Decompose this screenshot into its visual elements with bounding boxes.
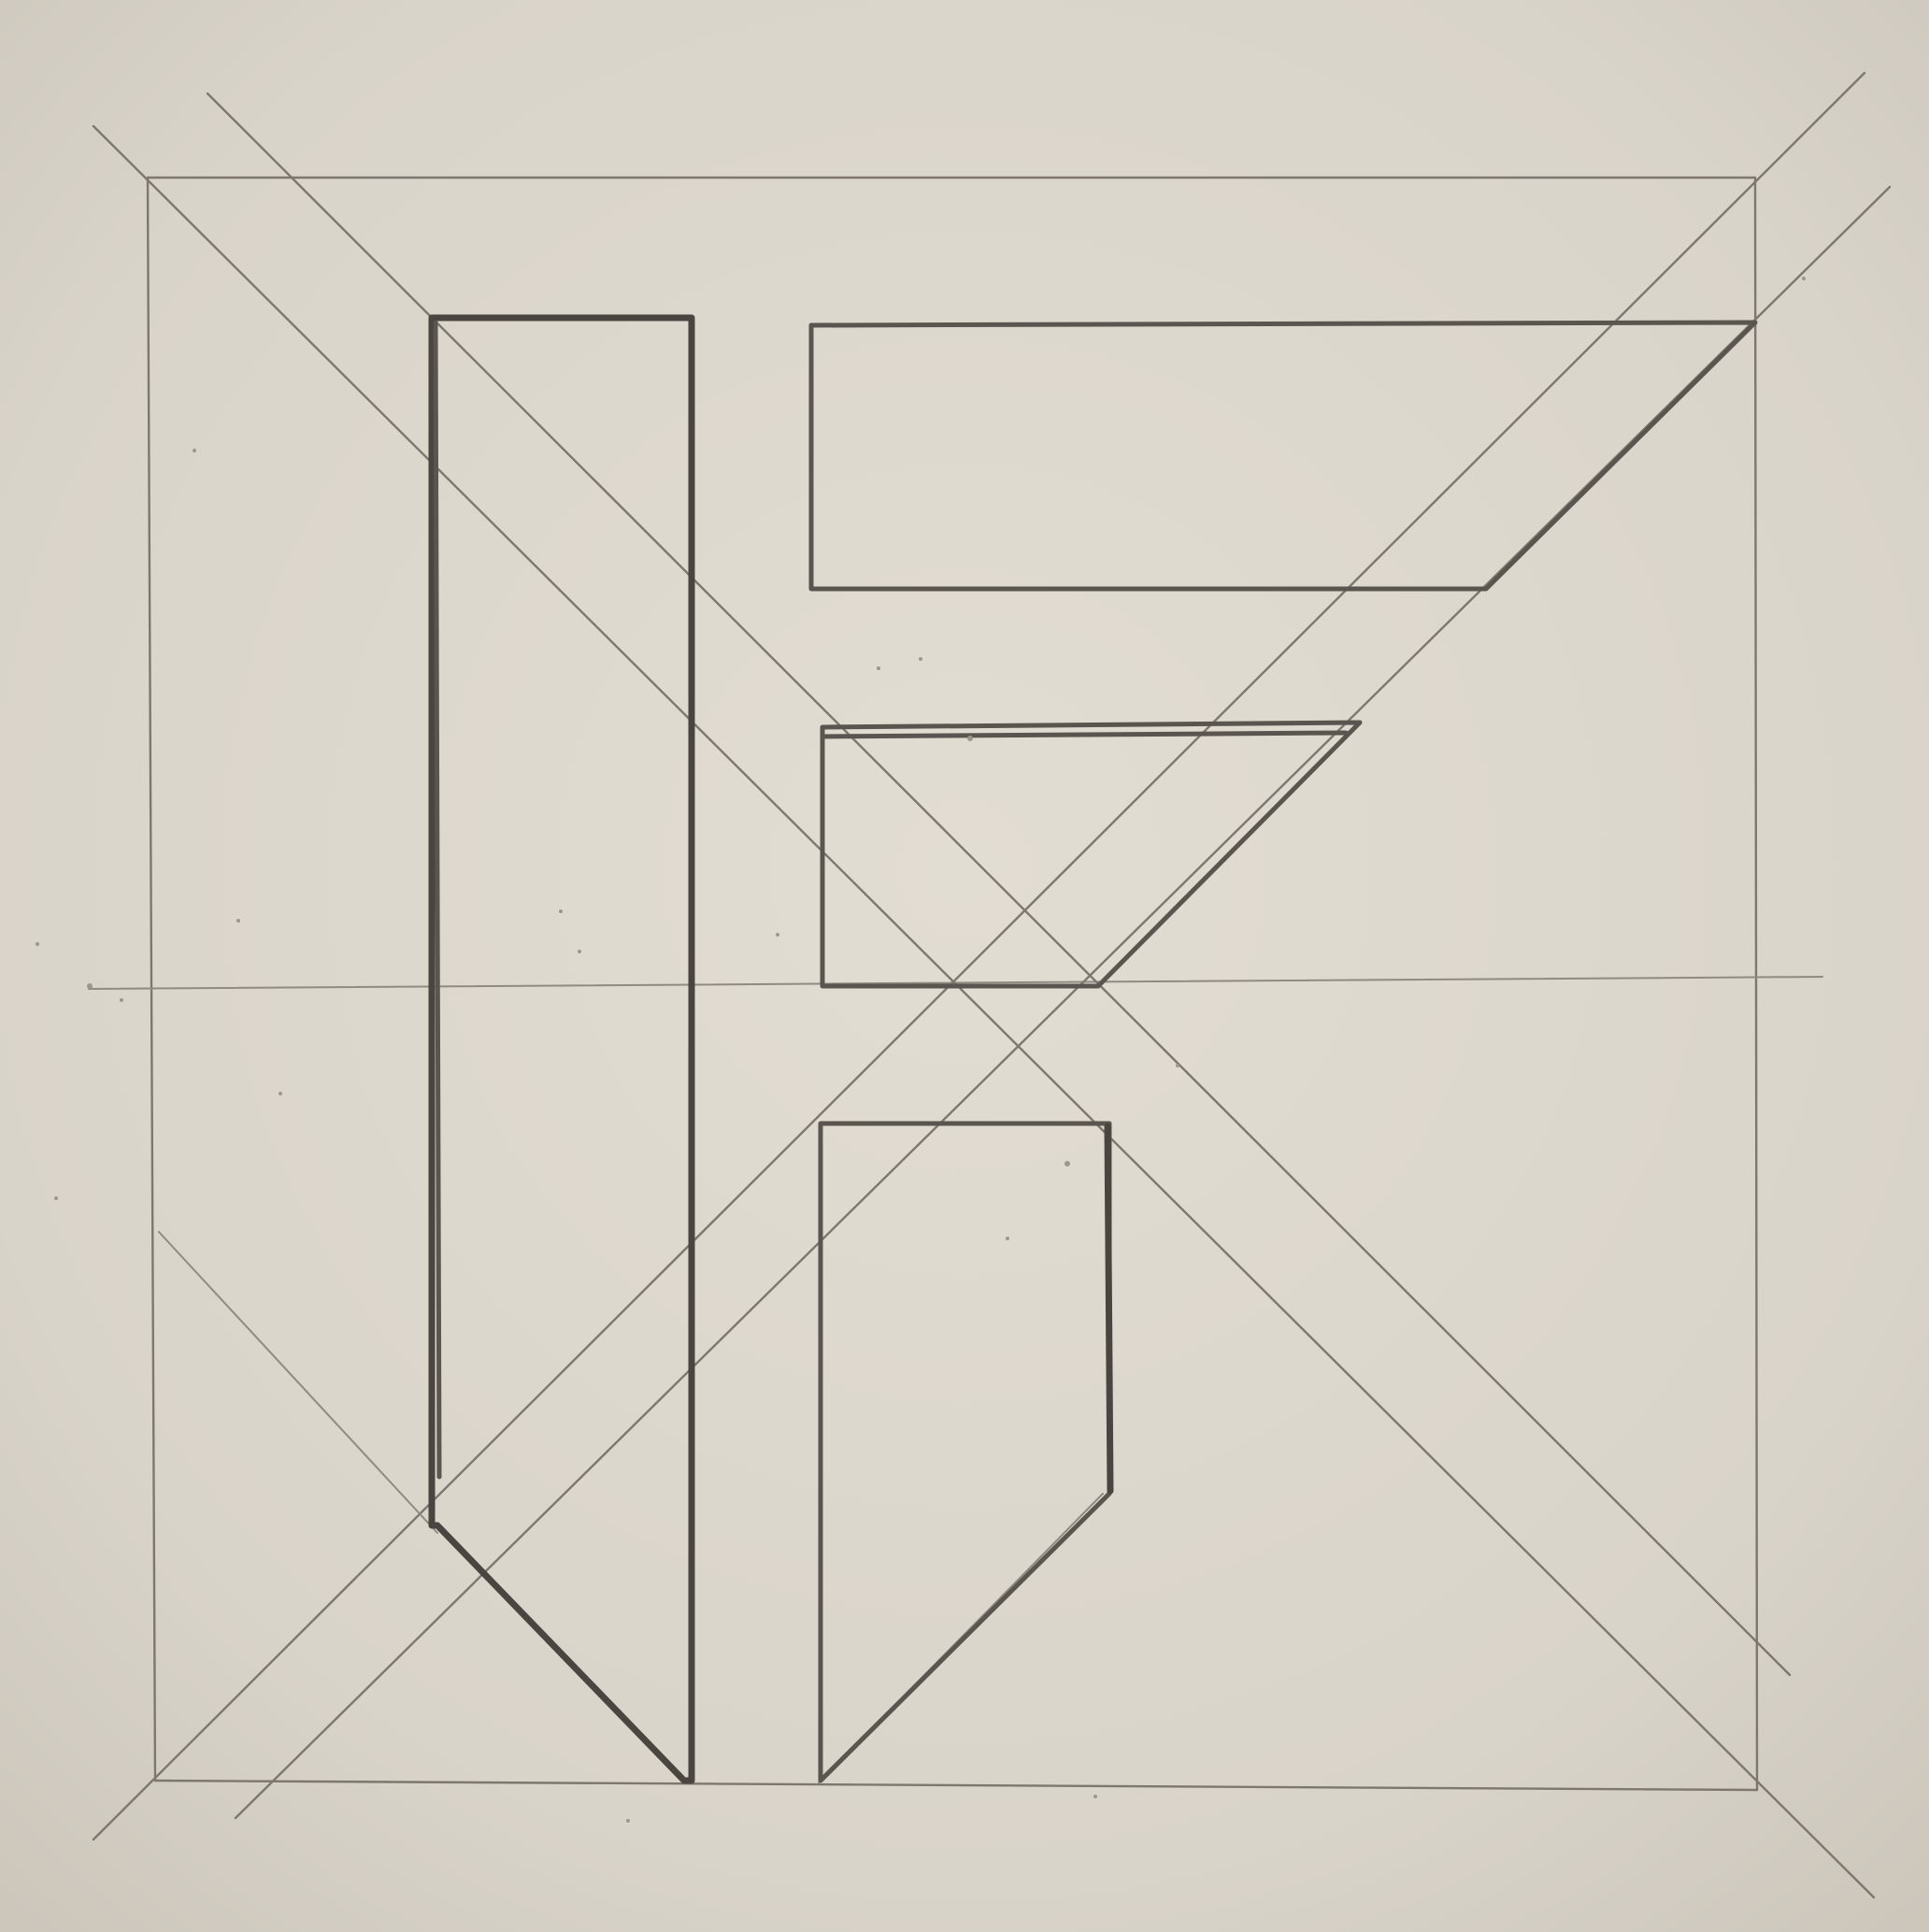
middle-arm-top-edge-double [820, 730, 1349, 739]
frame-right-line [1753, 176, 1759, 1792]
diagonal-second-up [234, 185, 1892, 1820]
diagonal-main-up [92, 71, 1866, 1841]
frame-bottom-line [153, 1779, 1759, 1792]
middle-arm-block [820, 720, 1363, 989]
frame-left-line [146, 176, 157, 1782]
left-bar-inner-edge [433, 320, 442, 1480]
diagonal-second-down [206, 92, 1792, 1677]
lower-leg-right-edge [1104, 1123, 1114, 1495]
diagonal-short-lower-left [158, 1231, 438, 1534]
outer-square-frame [146, 176, 1759, 1792]
diagonal-main-down [92, 124, 1876, 1899]
graphite-specks [36, 277, 1806, 1823]
top-right-bar [808, 320, 1758, 592]
left-tall-bar [428, 314, 695, 1784]
